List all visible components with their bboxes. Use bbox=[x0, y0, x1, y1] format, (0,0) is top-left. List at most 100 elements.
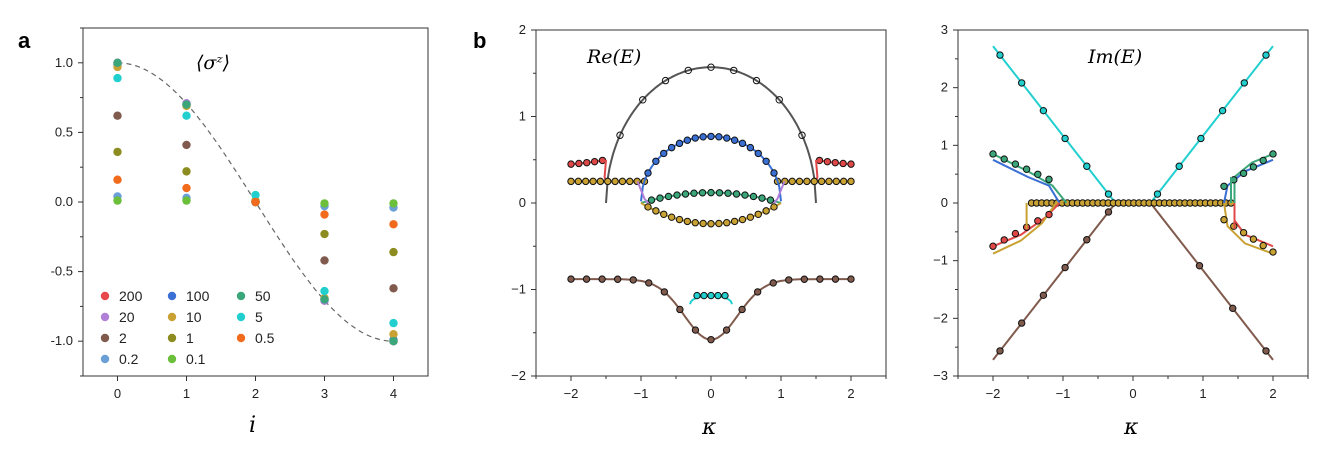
marker-green bbox=[698, 189, 707, 197]
marker-flat bbox=[788, 177, 796, 186]
marker-blue bbox=[746, 143, 755, 152]
curve-brown bbox=[571, 278, 851, 341]
legend-marker-1 bbox=[167, 333, 177, 343]
marker-top bbox=[798, 131, 806, 139]
y-tick-label: 0.0 bbox=[55, 194, 73, 209]
marker-fan bbox=[1239, 169, 1248, 178]
marker-yellow-low bbox=[675, 215, 684, 224]
data-point-0.1 bbox=[182, 196, 191, 205]
marker-green bbox=[732, 190, 741, 198]
marker-fan bbox=[1220, 216, 1228, 224]
data-point-0.5 bbox=[320, 210, 329, 219]
data-point-50 bbox=[320, 295, 329, 304]
data-point-2 bbox=[182, 140, 191, 150]
legend-label-5: 5 bbox=[255, 309, 263, 325]
data-point-0.5 bbox=[389, 220, 398, 229]
marker-cyan bbox=[1197, 134, 1205, 143]
marker-cyan bbox=[707, 291, 715, 300]
curve-purple-left bbox=[636, 181, 649, 204]
marker-top bbox=[639, 96, 647, 104]
marker-cyan bbox=[1039, 106, 1048, 115]
panel-a-xlabel: i bbox=[249, 413, 256, 438]
marker-blue bbox=[691, 134, 699, 142]
marker-flat bbox=[596, 177, 605, 186]
legend-marker-0.5 bbox=[236, 333, 246, 343]
marker-brown bbox=[1018, 319, 1026, 327]
marker-cyan bbox=[700, 291, 708, 300]
data-point-5 bbox=[389, 318, 398, 328]
data-point-1 bbox=[113, 147, 122, 157]
marker-top bbox=[707, 63, 715, 71]
panel-b-left-title: Re(E) bbox=[586, 46, 641, 68]
legend-marker-100 bbox=[167, 291, 177, 301]
marker-green bbox=[758, 194, 766, 202]
marker-flat bbox=[574, 177, 583, 186]
data-point-50 bbox=[113, 58, 122, 67]
marker-fan bbox=[1011, 160, 1020, 168]
marker-brown bbox=[1061, 263, 1069, 272]
y-tick-label: -1.0 bbox=[51, 333, 73, 348]
data-point-5 bbox=[251, 190, 260, 200]
marker-yellow-low bbox=[715, 219, 723, 228]
marker-top bbox=[616, 131, 624, 139]
marker-yellow-low bbox=[652, 207, 660, 215]
curve-top bbox=[605, 66, 817, 204]
data-point-50 bbox=[182, 100, 191, 109]
marker-red bbox=[847, 160, 855, 168]
marker-brown bbox=[831, 275, 840, 283]
x-tick-label: −2 bbox=[986, 386, 1001, 401]
y-tick-label: 2 bbox=[519, 22, 526, 37]
y-tick-label: 0.5 bbox=[55, 124, 73, 139]
marker-yellow-low bbox=[730, 217, 739, 226]
marker-brown bbox=[598, 275, 606, 283]
y-tick-label: −1 bbox=[933, 253, 948, 268]
panel-a-chart: 0 1 2 3 4 1.0 0.5 0.0 -0.5 -1.0 ⟨σᶻ⟩ i 200 20 2 0.2 1… bbox=[51, 27, 429, 438]
data-point-50 bbox=[389, 337, 398, 346]
marker-brown bbox=[1195, 262, 1204, 270]
marker-flat bbox=[810, 177, 818, 186]
marker-brown bbox=[1262, 347, 1270, 355]
data-point-1 bbox=[389, 247, 398, 257]
marker-top bbox=[730, 66, 738, 75]
marker-blue bbox=[644, 169, 652, 177]
y-tick-label: 2 bbox=[941, 80, 948, 95]
marker-red bbox=[598, 156, 607, 165]
marker-yellow-low bbox=[667, 213, 676, 221]
legend-label-50: 50 bbox=[255, 288, 271, 304]
marker-brown bbox=[1104, 208, 1113, 216]
y-tick-label: −3 bbox=[933, 368, 948, 383]
legend-marker-200 bbox=[100, 291, 110, 301]
data-point-0.1 bbox=[389, 199, 398, 208]
marker-blue bbox=[683, 136, 692, 144]
data-point-0.1 bbox=[320, 199, 329, 208]
y-tick-label: 0 bbox=[519, 195, 526, 210]
marker-red bbox=[567, 160, 575, 168]
legend-label-20: 20 bbox=[119, 309, 135, 325]
curve-cyan-right bbox=[1149, 45, 1274, 204]
y-tick-label: −2 bbox=[933, 310, 948, 325]
marker-top bbox=[661, 76, 670, 85]
marker-yellow-low bbox=[683, 217, 692, 226]
y-tick-label: 1.0 bbox=[55, 55, 73, 70]
marker-yellow-low bbox=[691, 219, 699, 227]
marker-brown bbox=[816, 275, 824, 283]
marker-fan bbox=[1269, 248, 1277, 256]
marker-brown bbox=[785, 276, 793, 284]
data-point-10 bbox=[389, 330, 398, 339]
marker-yellow-low bbox=[754, 210, 762, 219]
legend-marker-0.1 bbox=[167, 354, 177, 364]
legend-label-0.5: 0.5 bbox=[255, 330, 275, 346]
marker-fan bbox=[1220, 182, 1228, 190]
marker-green bbox=[715, 189, 724, 197]
marker-top bbox=[775, 96, 783, 104]
marker-cyan bbox=[1153, 190, 1162, 198]
marker-cyan bbox=[1083, 162, 1091, 170]
y-tick-label: −1 bbox=[511, 282, 526, 297]
panel-a-legend: 200 20 2 0.2 100 10 1 0.1 50 5 0.5 bbox=[100, 288, 275, 367]
legend-marker-0.2 bbox=[100, 354, 110, 364]
marker-yellow-low bbox=[707, 220, 715, 228]
marker-brown bbox=[996, 347, 1004, 355]
data-point-1 bbox=[182, 167, 191, 176]
marker-fan bbox=[1034, 217, 1042, 225]
x-tick-label: −1 bbox=[634, 386, 649, 401]
